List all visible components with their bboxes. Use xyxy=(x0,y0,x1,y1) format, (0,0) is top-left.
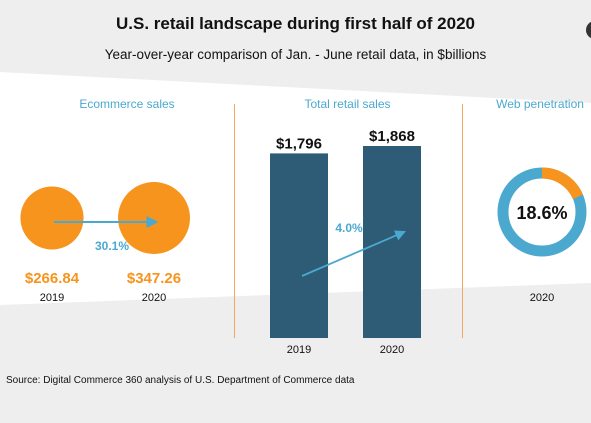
retail-year-label-2019: 2019 xyxy=(287,344,311,356)
source-note: Source: Digital Commerce 360 analysis of… xyxy=(6,375,355,386)
web-penetration-year-label: 2020 xyxy=(530,292,554,304)
section-divider-left xyxy=(234,104,235,338)
web-penetration-share-slice xyxy=(497,167,587,257)
ecommerce-value-label-2020: $347.26 xyxy=(127,270,181,287)
ecommerce-value-label-2019: $266.84 xyxy=(25,270,80,287)
retail-bar-2020 xyxy=(363,146,421,338)
retail-growth-label: 4.0% xyxy=(335,221,363,235)
retail-value-label-2019: $1,796 xyxy=(276,135,322,152)
retail-year-label-2020: 2020 xyxy=(380,344,404,356)
section-divider-right xyxy=(462,104,463,338)
ecommerce-bubble-2019 xyxy=(20,186,84,250)
retail-value-label-2020: $1,868 xyxy=(369,128,415,145)
retail-growth-arrow xyxy=(301,230,406,277)
web-penetration-value-label: 18.6% xyxy=(516,203,567,223)
web-penetration-label: Web penetration xyxy=(496,97,584,111)
ecommerce-year-label-2020: 2020 xyxy=(142,292,166,304)
ecommerce-sales-label: Ecommerce sales xyxy=(79,97,175,111)
retail-bar-2019 xyxy=(270,153,328,338)
ecommerce-growth-label: 30.1% xyxy=(95,239,129,253)
total-retail-sales-label: Total retail sales xyxy=(304,97,391,111)
chart-title: U.S. retail landscape during first half … xyxy=(116,14,475,33)
ecommerce-year-label-2019: 2019 xyxy=(40,292,64,304)
chart-subtitle: Year-over-year comparison of Jan. - June… xyxy=(104,47,487,62)
